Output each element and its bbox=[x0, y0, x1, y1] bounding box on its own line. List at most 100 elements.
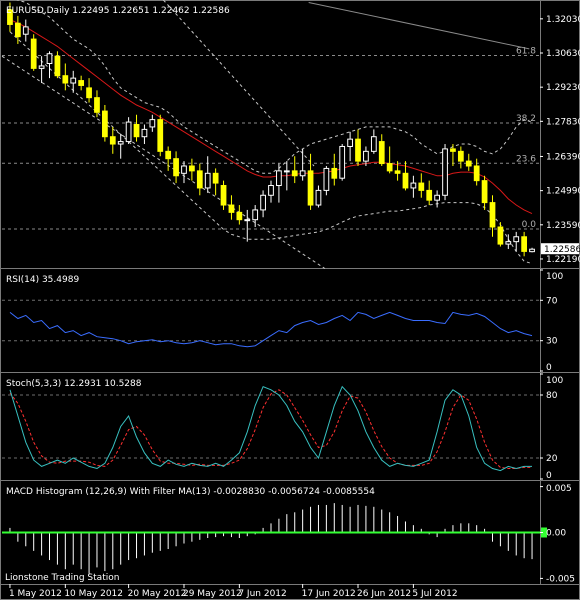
candle-body bbox=[125, 121, 132, 143]
candle-body bbox=[529, 248, 535, 253]
candle-body bbox=[276, 170, 282, 187]
candle-body bbox=[497, 226, 504, 245]
candle-body bbox=[339, 145, 346, 179]
candle-body bbox=[141, 128, 148, 138]
candle-body bbox=[212, 172, 219, 184]
candle-body bbox=[38, 65, 45, 69]
time-axis-label: 26 Jun 2012 bbox=[357, 589, 411, 599]
price-axis-label: 1.22190 bbox=[546, 255, 580, 265]
rsi-title: RSI(14) 35.4989 bbox=[6, 275, 79, 285]
candle-body bbox=[181, 165, 187, 174]
time-axis-label: 1 May 2012 bbox=[9, 589, 62, 599]
candle-body bbox=[315, 189, 322, 206]
time-axis-label: 17 Jun 2012 bbox=[302, 589, 356, 599]
macd-axis-label: 0.005 bbox=[546, 484, 572, 494]
candle-body bbox=[189, 165, 195, 172]
candle-body bbox=[252, 209, 259, 221]
envelope-upper-line bbox=[16, 0, 533, 174]
time-axis-label: 29 May 2012 bbox=[183, 589, 242, 599]
candle-body bbox=[402, 172, 409, 189]
macd-axis-label: 0.00 bbox=[546, 529, 566, 539]
price-axis-label: 1.27830 bbox=[546, 117, 580, 127]
candle-body bbox=[157, 119, 164, 152]
macd-axis-label: -0.005 bbox=[546, 574, 575, 584]
candle-body bbox=[196, 170, 203, 189]
candle-body bbox=[102, 110, 108, 138]
stoch-axis-label: 0 bbox=[546, 471, 552, 481]
rsi-axis-label: 70 bbox=[546, 296, 558, 306]
fib-level-label: 23.6 bbox=[516, 154, 536, 164]
candle-body bbox=[299, 170, 306, 177]
candle-body bbox=[14, 22, 21, 38]
candle-body bbox=[86, 87, 92, 99]
fib-level-label: 61.8 bbox=[516, 46, 536, 56]
price-axis-label: 1.32030 bbox=[546, 15, 580, 25]
candle-body bbox=[133, 124, 140, 138]
rsi-axis-label: 100 bbox=[546, 272, 563, 282]
candle-body bbox=[46, 53, 53, 64]
candle-body bbox=[117, 141, 124, 145]
price-chart-title: EURUSD,Daily 1.22495 1.22651 1.22462 1.2… bbox=[6, 6, 230, 16]
candle-body bbox=[513, 236, 520, 243]
last-price-tag bbox=[541, 243, 579, 255]
candle-body bbox=[418, 182, 425, 191]
channel-diagonal-line bbox=[163, 0, 315, 167]
stoch-axis-label: 100 bbox=[546, 376, 563, 386]
candle-body bbox=[228, 204, 235, 213]
price-axis-label: 1.29230 bbox=[546, 83, 580, 93]
long-moving-average-line bbox=[308, 1, 530, 50]
candle-body bbox=[457, 150, 464, 162]
candle-body bbox=[260, 194, 266, 211]
candle-body bbox=[355, 138, 361, 162]
candle-body bbox=[94, 97, 100, 113]
candle-body bbox=[331, 167, 338, 179]
stoch-axis-label: 80 bbox=[546, 391, 558, 401]
candle-body bbox=[442, 148, 448, 196]
rsi-axis-label: 0 bbox=[546, 363, 552, 373]
candle-body bbox=[323, 167, 330, 191]
candle-body bbox=[244, 219, 251, 222]
candle-body bbox=[363, 150, 369, 162]
candle-body bbox=[481, 180, 488, 204]
candle-body bbox=[283, 170, 290, 173]
candle-body bbox=[109, 136, 116, 145]
price-axis-label: 1.30630 bbox=[546, 49, 580, 59]
candle-body bbox=[204, 172, 211, 189]
candle-body bbox=[173, 158, 179, 177]
macd-title: MACD Histogram (12,26,9) With Filter MA(… bbox=[6, 487, 375, 497]
time-axis-label: 10 May 2012 bbox=[64, 589, 123, 599]
candle-body bbox=[410, 182, 417, 189]
candle-body bbox=[450, 148, 456, 152]
candle-body bbox=[149, 119, 156, 128]
rsi-line bbox=[9, 311, 533, 348]
candle-body bbox=[236, 211, 243, 221]
candle-body bbox=[7, 9, 13, 25]
candle-body bbox=[62, 75, 69, 84]
candle-body bbox=[386, 163, 393, 172]
candle-body bbox=[30, 38, 37, 69]
candle-body bbox=[489, 202, 496, 228]
candle-body bbox=[307, 170, 314, 206]
candle-body bbox=[426, 189, 433, 201]
channel-diagonal-line bbox=[1, 55, 326, 269]
rsi-axis-label: 30 bbox=[546, 337, 558, 347]
candle-body bbox=[434, 194, 440, 201]
stoch-main-line bbox=[9, 385, 532, 472]
candle-body bbox=[378, 141, 385, 165]
time-axis-label: 20 May 2012 bbox=[128, 589, 187, 599]
candle-body bbox=[220, 185, 227, 206]
candle-body bbox=[465, 160, 472, 167]
fib-level-label: 0.0 bbox=[522, 220, 537, 230]
candle-body bbox=[370, 136, 377, 152]
candle-body bbox=[505, 241, 512, 245]
price-axis-label: 1.23590 bbox=[546, 221, 580, 231]
candle-body bbox=[521, 236, 528, 252]
candle-body bbox=[291, 170, 298, 177]
candle-body bbox=[165, 150, 172, 160]
price-axis-label: 1.26390 bbox=[546, 152, 580, 162]
candle-body bbox=[78, 80, 85, 86]
candle-body bbox=[473, 165, 480, 182]
price-axis-label: 1.24990 bbox=[546, 187, 580, 197]
candle-body bbox=[347, 138, 353, 147]
stoch-axis-label: 20 bbox=[546, 454, 558, 464]
